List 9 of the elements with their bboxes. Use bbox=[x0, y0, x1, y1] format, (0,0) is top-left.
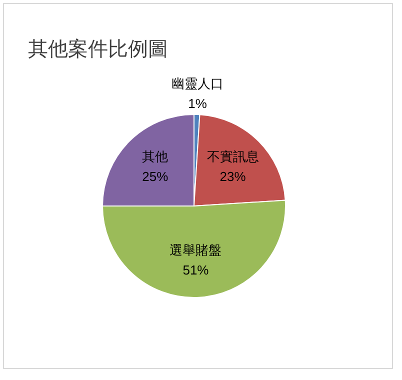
slice-label: 其他 bbox=[142, 148, 168, 164]
chart-title: 其他案件比例圖 bbox=[28, 38, 168, 61]
slice-label: 選舉賭盤 bbox=[170, 242, 222, 258]
slice-label: 幽靈人口 bbox=[172, 76, 224, 92]
slice-label: 不實訊息 bbox=[206, 148, 259, 164]
data-label: 23% bbox=[220, 168, 246, 184]
data-label: 25% bbox=[142, 168, 169, 184]
data-label: 51% bbox=[182, 262, 210, 278]
data-label: 1% bbox=[188, 96, 208, 112]
